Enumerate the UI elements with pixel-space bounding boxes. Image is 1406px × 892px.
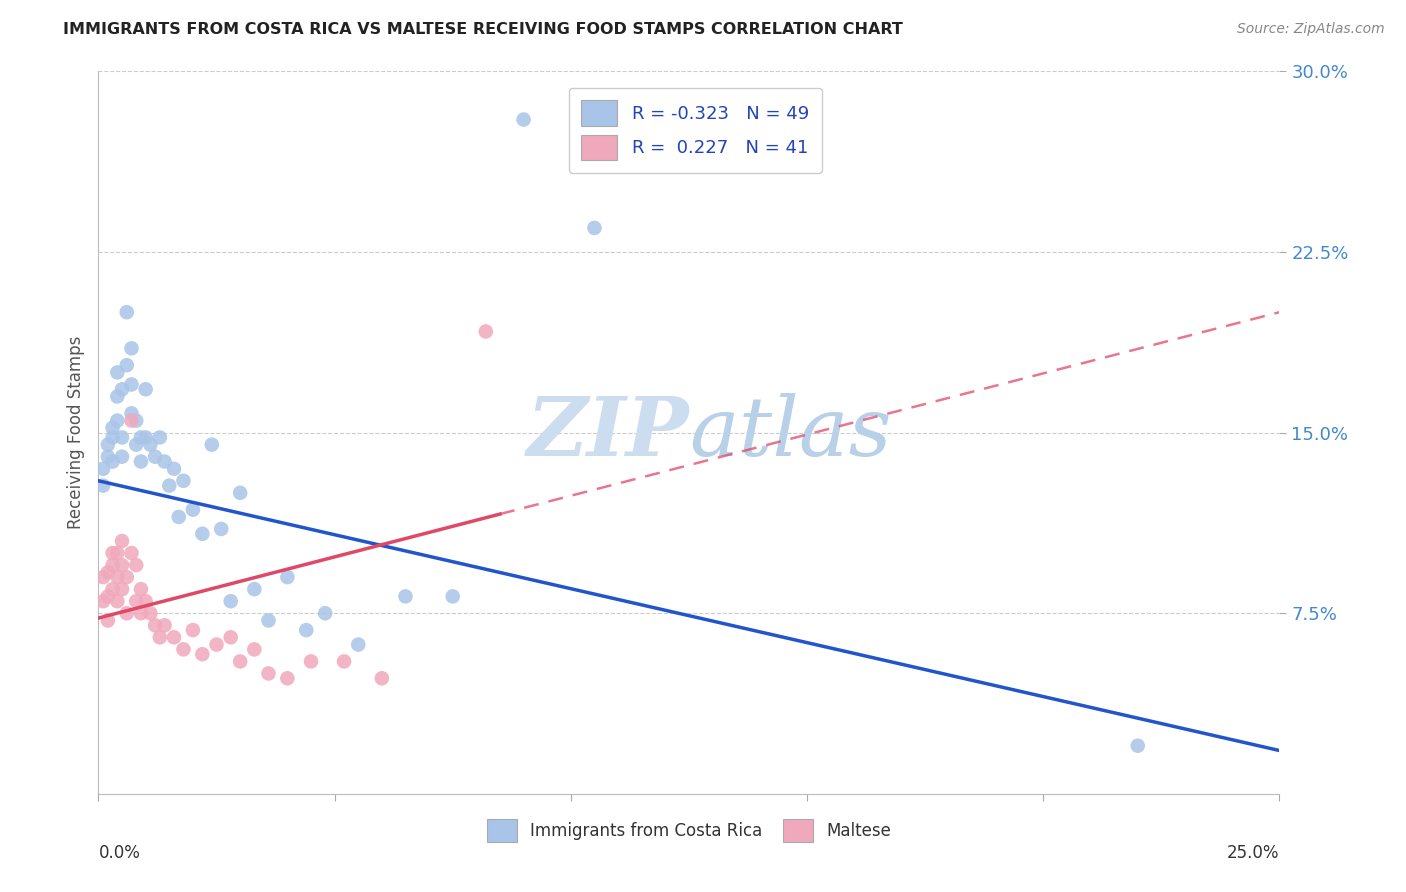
Point [105,389,128,403]
Text: atlas: atlas [689,392,891,473]
Point [276,671,298,685]
Point [205,638,228,652]
Point [125,558,148,573]
Point [115,358,138,372]
Point [101,582,124,596]
Point [115,305,138,319]
Point [115,607,138,621]
Point [201,438,224,452]
Point [243,642,266,657]
Point [115,570,138,584]
Point [1126,739,1149,753]
Point [101,558,124,573]
Point [91,462,114,476]
Point [111,582,134,596]
Point [181,502,204,516]
Point [299,655,322,669]
Point [295,623,318,637]
Text: Source: ZipAtlas.com: Source: ZipAtlas.com [1237,22,1385,37]
Point [394,590,416,604]
Point [153,618,176,632]
Point [129,582,152,596]
Point [243,582,266,596]
Point [153,454,176,468]
Point [135,382,157,396]
Point [101,430,124,444]
Point [97,566,120,580]
Point [91,478,114,492]
Point [219,630,242,644]
Point [97,450,120,464]
Point [167,510,190,524]
Point [229,655,252,669]
Point [111,558,134,573]
Point [91,570,114,584]
Point [105,366,128,380]
Point [97,590,120,604]
Point [475,325,498,339]
Point [125,594,148,608]
Point [191,526,214,541]
Point [149,430,172,444]
Point [512,112,534,127]
Point [347,638,370,652]
Point [105,594,128,608]
Point [143,618,166,632]
Point [172,474,194,488]
Point [101,454,124,468]
Point [191,647,214,661]
Point [139,607,162,621]
Point [276,570,298,584]
Point [143,450,166,464]
Point [135,430,157,444]
Point [139,438,162,452]
Point [105,570,128,584]
Text: ZIP: ZIP [526,392,689,473]
Point [91,594,114,608]
Point [121,546,143,560]
Legend: Immigrants from Costa Rica, Maltese: Immigrants from Costa Rica, Maltese [478,810,900,851]
Point [163,462,186,476]
Point [157,478,180,492]
Point [121,342,143,356]
Point [101,421,124,435]
Point [97,438,120,452]
Point [172,642,194,657]
Point [583,221,606,235]
Point [314,607,336,621]
Point [111,533,134,548]
Point [97,614,120,628]
Text: 0.0%: 0.0% [98,845,141,863]
Point [135,594,157,608]
Point [229,485,252,500]
Point [257,614,280,628]
Point [129,607,152,621]
Point [129,454,152,468]
Point [441,590,464,604]
Point [219,594,242,608]
Point [257,666,280,681]
Point [105,546,128,560]
Point [163,630,186,644]
Point [121,414,143,428]
Point [209,522,232,536]
Point [105,414,128,428]
Point [125,414,148,428]
Point [333,655,356,669]
Point [129,430,152,444]
Point [111,430,134,444]
Point [121,406,143,420]
Point [181,623,204,637]
Y-axis label: Receiving Food Stamps: Receiving Food Stamps [66,336,84,529]
Point [101,546,124,560]
Point [111,450,134,464]
Point [149,630,172,644]
Point [111,382,134,396]
Point [121,377,143,392]
Point [125,438,148,452]
Text: IMMIGRANTS FROM COSTA RICA VS MALTESE RECEIVING FOOD STAMPS CORRELATION CHART: IMMIGRANTS FROM COSTA RICA VS MALTESE RE… [63,22,903,37]
Point [371,671,394,685]
Text: 25.0%: 25.0% [1227,845,1279,863]
